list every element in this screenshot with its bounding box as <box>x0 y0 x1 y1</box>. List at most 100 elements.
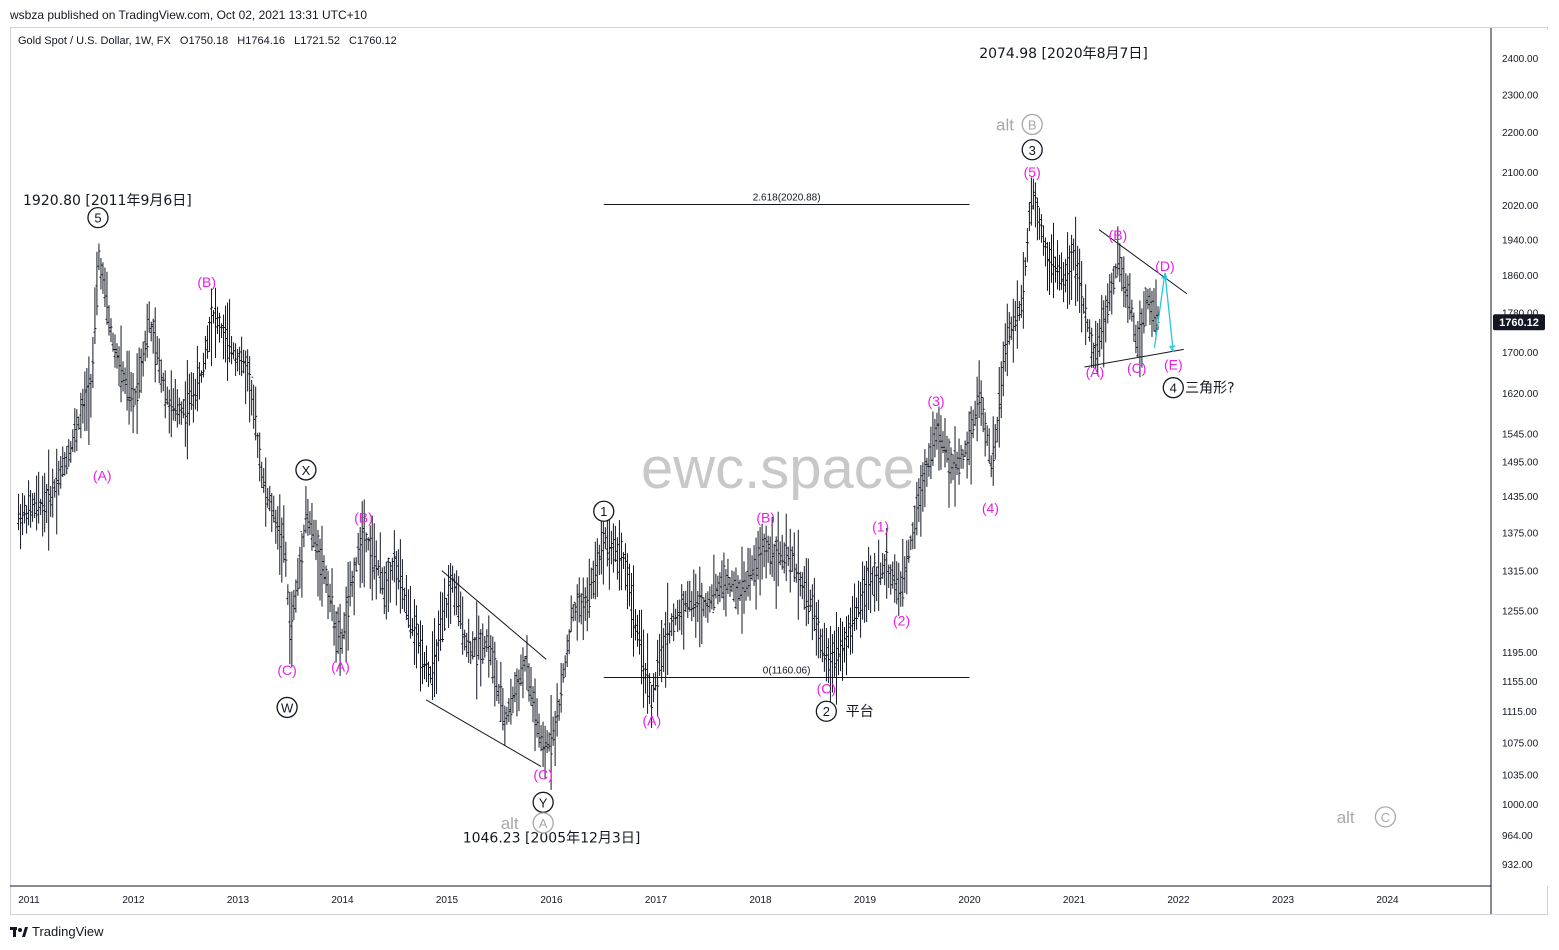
trendline[interactable] <box>425 699 542 767</box>
legend-low: L1721.52 <box>294 35 340 47</box>
wave-label-circled: 2 <box>823 704 830 719</box>
y-tick-label: 1075.00 <box>1502 738 1539 749</box>
legend-high: H1764.16 <box>237 35 286 47</box>
cyan-arrowhead <box>1169 345 1176 353</box>
wave-label-magenta: (D) <box>1155 258 1174 274</box>
wave-label-magenta: (5) <box>1024 164 1041 180</box>
wave-label-circled: A <box>539 816 548 831</box>
y-tick-label: 1700.00 <box>1502 348 1539 359</box>
wave-label-circle <box>87 206 109 229</box>
wave-label-magenta: (C) <box>533 767 552 783</box>
cyan-arrow[interactable] <box>1164 272 1174 352</box>
x-tick-label: 2018 <box>749 895 772 906</box>
y-tick-label: 1375.00 <box>1502 529 1539 540</box>
wave-label-circle <box>1162 377 1184 399</box>
y-tick-label: 2100.00 <box>1502 168 1539 179</box>
price-annotation: 2074.98 [2020年8月7日] <box>979 46 1148 62</box>
cyan-arrow[interactable] <box>1153 272 1166 348</box>
x-tick-label: 2014 <box>331 895 354 906</box>
last-price-badge <box>1493 314 1545 331</box>
wave-label-magenta: (E) <box>1164 356 1183 372</box>
x-tick-label: 2013 <box>227 895 250 906</box>
legend-symbol: Gold Spot / U.S. Dollar, 1W, FX <box>18 35 171 47</box>
wave-label-circle <box>1374 806 1397 828</box>
wave-label-circled: Y <box>539 795 548 810</box>
watermark-text: ewc.space <box>641 436 915 501</box>
price-annotation: 1920.80 [2011年9月6日] <box>23 193 192 209</box>
wave-label-magenta: (3) <box>927 393 944 409</box>
trendline[interactable] <box>1084 348 1184 368</box>
wave-label-magenta: (A) <box>93 468 112 484</box>
y-tick-label: 1115.00 <box>1502 707 1537 718</box>
x-tick-label: 2023 <box>1272 895 1295 906</box>
alt-label: alt <box>501 814 519 833</box>
wave-label-magenta: (4) <box>982 500 999 516</box>
y-tick-label: 1940.00 <box>1502 235 1539 246</box>
x-tick-label: 2022 <box>1167 895 1190 906</box>
y-tick-label: 1780.00 <box>1502 309 1539 320</box>
x-tick-label: 2015 <box>436 895 459 906</box>
tradingview-footer[interactable]: TradingView <box>10 924 104 939</box>
price-annotation: 1046.23 [2005年12月3日] <box>463 830 641 846</box>
y-tick-label: 1315.00 <box>1502 567 1539 578</box>
wave-label-circle <box>815 700 837 722</box>
wave-label-circle <box>532 812 554 834</box>
wave-label-magenta: (A) <box>642 712 661 728</box>
x-tick-label: 2011 <box>18 895 40 906</box>
x-tick-label: 2021 <box>1063 895 1086 906</box>
y-tick-label: 932.00 <box>1502 860 1533 871</box>
wave-label-circle <box>532 791 554 813</box>
wave-label-circled: W <box>281 700 294 715</box>
wave-label-magenta: (A) <box>331 659 350 675</box>
y-tick-label: 1000.00 <box>1502 800 1539 811</box>
wave-label-circled: 3 <box>1029 143 1036 158</box>
wave-label-magenta: (C) <box>277 662 296 678</box>
footer-brand: TradingView <box>32 924 104 939</box>
y-tick-label: 964.00 <box>1502 831 1533 842</box>
wave-label-magenta: (B) <box>354 509 373 525</box>
wave-label-magenta: (1) <box>872 518 889 534</box>
fib-level-label: 2.618(2020.88) <box>753 193 821 204</box>
x-tick-label: 2017 <box>645 895 668 906</box>
y-tick-label: 1545.00 <box>1502 429 1539 440</box>
wave-label-circle <box>1021 139 1043 161</box>
y-tick-label: 2400.00 <box>1502 54 1539 65</box>
legend-close: C1760.12 <box>349 35 397 47</box>
y-tick-label: 1495.00 <box>1502 457 1539 468</box>
legend-open: O1750.18 <box>179 35 229 47</box>
y-tick-label: 2300.00 <box>1502 90 1539 101</box>
y-tick-label: 1035.00 <box>1502 771 1539 782</box>
wave-label-circle <box>1021 113 1043 136</box>
x-tick-label: 2020 <box>958 895 981 906</box>
y-tick-label: 2020.00 <box>1502 201 1539 212</box>
wave-label-circled: 4 <box>1170 381 1177 396</box>
wave-label-circled: X <box>302 463 311 478</box>
chart-legend: Gold Spot / U.S. Dollar, 1W, FX O1750.18… <box>18 35 403 47</box>
wave-label-magenta: (B) <box>756 509 775 525</box>
wave-note: 平台 <box>846 704 874 720</box>
y-tick-label: 1620.00 <box>1502 389 1539 400</box>
wave-label-circle <box>295 459 317 481</box>
x-tick-label: 2016 <box>540 895 563 906</box>
alt-label: alt <box>996 115 1014 134</box>
wave-label-circle <box>276 696 298 719</box>
trendline[interactable] <box>1098 229 1188 295</box>
wave-label-circled: B <box>1028 117 1037 132</box>
trendline[interactable] <box>441 570 547 660</box>
tradingview-logo-icon <box>10 926 28 937</box>
x-tick-label: 2019 <box>854 895 877 906</box>
y-tick-label: 1860.00 <box>1502 271 1539 282</box>
x-tick-label: 2024 <box>1376 895 1399 906</box>
wave-label-circled: 5 <box>94 211 101 226</box>
wave-label-magenta: (C) <box>1127 360 1146 376</box>
y-tick-label: 1155.00 <box>1502 677 1538 688</box>
y-tick-label: 2200.00 <box>1502 128 1539 139</box>
ohlc-bars <box>17 177 1160 790</box>
wave-label-magenta: (C) <box>817 681 836 697</box>
wave-label-magenta: (B) <box>197 274 216 290</box>
wave-label-magenta: (2) <box>893 613 910 629</box>
y-tick-label: 1435.00 <box>1502 492 1539 503</box>
x-tick-label: 2012 <box>122 895 145 906</box>
last-price-label: 1760.12 <box>1499 317 1539 329</box>
